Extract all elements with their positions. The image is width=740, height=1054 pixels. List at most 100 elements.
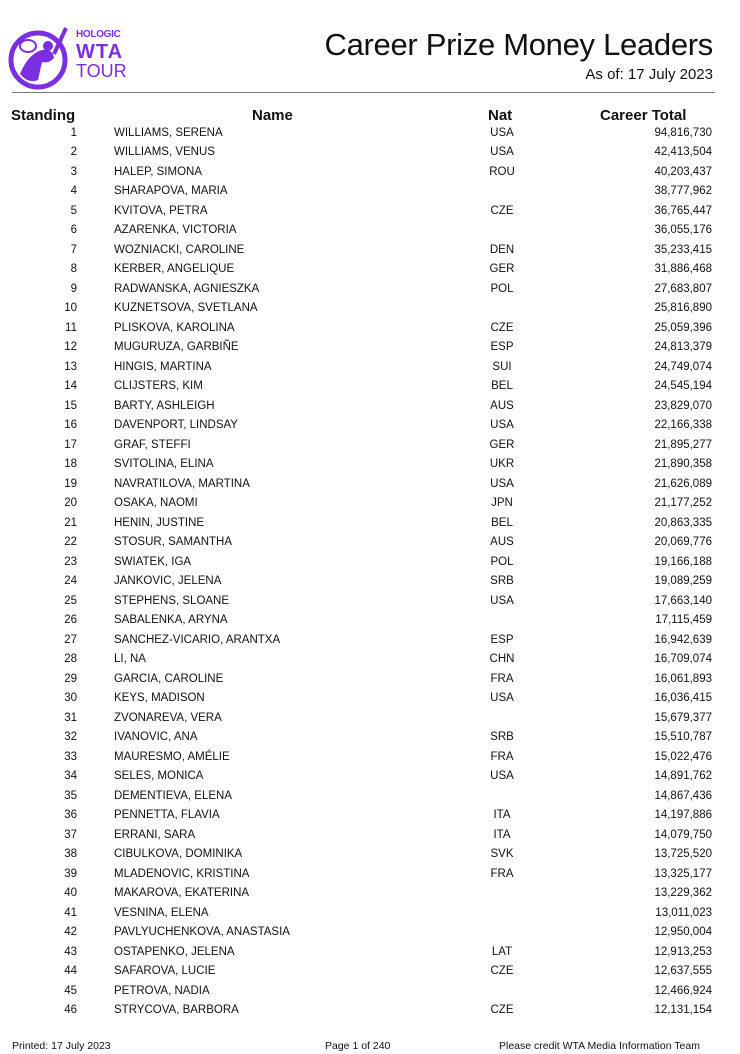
table-row: 12 MUGURUZA, GARBIÑE ESP 24,813,379 (0, 338, 740, 358)
name-cell: OSTAPENKO, JELENA (114, 945, 235, 958)
table-row: 25 STEPHENS, SLOANE USA 17,663,140 (0, 592, 740, 612)
career-total-cell: 12,950,004 (654, 926, 712, 939)
page-number: Page 1 of 240 (325, 1040, 391, 1052)
nat-cell: ITA (493, 828, 511, 841)
name-cell: RADWANSKA, AGNIESZKA (114, 282, 260, 295)
name-cell: SANCHEZ-VICARIO, ARANTXA (114, 633, 281, 646)
table-row: 29 GARCIA, CAROLINE FRA 16,061,893 (0, 670, 740, 690)
career-total-cell: 14,197,886 (654, 809, 712, 822)
table-row: 1 WILLIAMS, SERENA USA 94,816,730 (0, 124, 740, 144)
standing-cell: 14 (64, 380, 77, 393)
career-total-cell: 22,166,338 (654, 419, 712, 432)
name-cell: WILLIAMS, VENUS (114, 146, 215, 159)
nat-cell: USA (490, 419, 514, 432)
standing-cell: 13 (64, 360, 77, 373)
table-row: 7 WOZNIACKI, CAROLINE DEN 35,233,415 (0, 241, 740, 261)
standing-cell: 2 (70, 146, 77, 159)
standing-cell: 42 (64, 926, 77, 939)
nat-cell: POL (490, 282, 514, 295)
logo-wta: WTA (76, 41, 124, 63)
name-cell: BARTY, ASHLEIGH (114, 399, 215, 412)
standing-cell: 16 (64, 419, 77, 432)
table-row: 35 DEMENTIEVA, ELENA 14,867,436 (0, 787, 740, 807)
standing-cell: 5 (70, 204, 77, 217)
table-row: 39 MLADENOVIC, KRISTINA FRA 13,325,177 (0, 865, 740, 885)
table-row: 26 SABALENKA, ARYNA 17,115,459 (0, 611, 740, 631)
name-cell: STOSUR, SAMANTHA (114, 536, 232, 549)
nat-cell: CZE (490, 204, 514, 217)
career-total-cell: 19,166,188 (654, 555, 712, 568)
name-cell: SAFAROVA, LUCIE (114, 965, 216, 978)
career-total-cell: 38,777,962 (654, 185, 712, 198)
table-row: 17 GRAF, STEFFI GER 21,895,277 (0, 436, 740, 456)
table-row: 32 IVANOVIC, ANA SRB 15,510,787 (0, 728, 740, 748)
page-title: Career Prize Money Leaders (324, 27, 714, 62)
nat-cell: ESP (490, 341, 514, 354)
standing-cell: 46 (64, 1004, 77, 1017)
nat-cell: CHN (489, 653, 515, 666)
nat-cell: UKR (489, 458, 515, 471)
nat-cell: CZE (490, 965, 514, 978)
career-total-cell: 16,061,893 (654, 672, 712, 685)
nat-cell: SUI (492, 360, 512, 373)
career-total-cell: 31,886,468 (654, 263, 712, 276)
nat-cell: FRA (490, 750, 514, 763)
table-row: 36 PENNETTA, FLAVIA ITA 14,197,886 (0, 806, 740, 826)
career-total-cell: 35,233,415 (654, 243, 712, 256)
standing-cell: 39 (64, 867, 77, 880)
standing-cell: 6 (70, 224, 77, 237)
name-cell: ERRANI, SARA (114, 828, 196, 841)
nat-cell: USA (490, 594, 514, 607)
nat-cell: USA (490, 477, 514, 490)
nat-cell: JPN (491, 497, 513, 510)
name-cell: MLADENOVIC, KRISTINA (114, 867, 250, 880)
career-total-cell: 19,089,259 (654, 575, 712, 588)
standing-cell: 30 (64, 692, 77, 705)
table-row: 34 SELES, MONICA USA 14,891,762 (0, 767, 740, 787)
table-row: 16 DAVENPORT, LINDSAY USA 22,166,338 (0, 416, 740, 436)
column-header-name: Name (252, 107, 293, 124)
table-row: 11 PLISKOVA, KAROLINA CZE 25,059,396 (0, 319, 740, 339)
name-cell: CIBULKOVA, DOMINIKA (114, 848, 243, 861)
name-cell: KVITOVA, PETRA (114, 204, 208, 217)
career-total-cell: 42,413,504 (654, 146, 712, 159)
standing-cell: 31 (64, 711, 77, 724)
name-cell: ZVONAREVA, VERA (114, 711, 222, 724)
table-row: 27 SANCHEZ-VICARIO, ARANTXA ESP 16,942,639 (0, 631, 740, 651)
table-row: 10 KUZNETSOVA, SVETLANA 25,816,890 (0, 299, 740, 319)
nat-cell: SRB (490, 575, 514, 588)
career-total-cell: 20,863,335 (654, 516, 712, 529)
career-total-cell: 24,545,194 (654, 380, 712, 393)
table-row: 18 SVITOLINA, ELINA UKR 21,890,358 (0, 455, 740, 475)
table-row: 5 KVITOVA, PETRA CZE 36,765,447 (0, 202, 740, 222)
standing-cell: 28 (64, 653, 77, 666)
table-row: 6 AZARENKA, VICTORIA 36,055,176 (0, 221, 740, 241)
career-total-cell: 24,813,379 (654, 341, 712, 354)
standing-cell: 36 (64, 809, 77, 822)
standing-cell: 32 (64, 731, 77, 744)
name-cell: KERBER, ANGELIQUE (114, 263, 235, 276)
name-cell: STRYCOVA, BARBORA (114, 1004, 239, 1017)
nat-cell: CZE (490, 1004, 514, 1017)
name-cell: WOZNIACKI, CAROLINE (114, 243, 245, 256)
nat-cell: ESP (490, 633, 514, 646)
name-cell: MUGURUZA, GARBIÑE (114, 341, 239, 354)
standing-cell: 43 (64, 945, 77, 958)
standing-cell: 37 (64, 828, 77, 841)
table-row: 31 ZVONAREVA, VERA 15,679,377 (0, 709, 740, 729)
table-row: 2 WILLIAMS, VENUS USA 42,413,504 (0, 143, 740, 163)
standing-cell: 19 (64, 477, 77, 490)
name-cell: DAVENPORT, LINDSAY (114, 419, 238, 432)
career-total-cell: 14,891,762 (654, 770, 712, 783)
nat-cell: USA (490, 146, 514, 159)
career-total-cell: 25,816,890 (654, 302, 712, 315)
name-cell: PLISKOVA, KAROLINA (114, 321, 235, 334)
table-row: 30 KEYS, MADISON USA 16,036,415 (0, 689, 740, 709)
nat-cell: ITA (493, 809, 511, 822)
career-total-cell: 15,022,476 (654, 750, 712, 763)
table-row: 42 PAVLYUCHENKOVA, ANASTASIA 12,950,004 (0, 923, 740, 943)
table-row: 15 BARTY, ASHLEIGH AUS 23,829,070 (0, 397, 740, 417)
career-total-cell: 13,011,023 (655, 906, 712, 919)
standing-cell: 7 (70, 243, 77, 256)
nat-cell: DEN (489, 243, 515, 256)
